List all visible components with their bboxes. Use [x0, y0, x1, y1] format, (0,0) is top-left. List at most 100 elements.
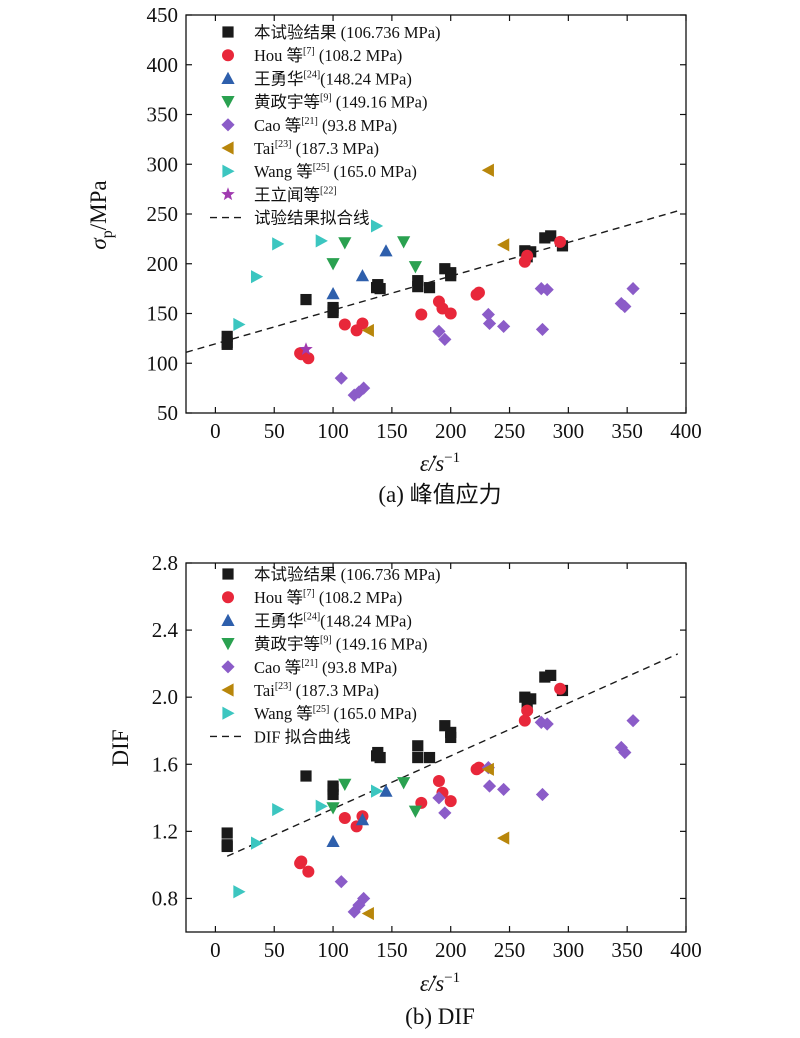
legend-label: 王勇华[24](148.24 MPa)	[254, 611, 412, 630]
data-point	[539, 671, 551, 683]
data-point	[361, 323, 374, 338]
data-point	[357, 891, 371, 906]
legend-marker	[221, 118, 235, 132]
data-point	[221, 336, 233, 348]
legend-label: Hou 等[7] (108.2 MPa)	[254, 46, 402, 65]
data-point	[295, 855, 308, 868]
data-point	[408, 805, 423, 818]
data-point	[626, 282, 640, 296]
legend-label: 黄政宇等[9] (149.16 MPa)	[254, 93, 427, 112]
fit-line	[185, 210, 678, 353]
data-point	[618, 745, 632, 760]
data-point	[412, 751, 424, 764]
legend-label: 本试验结果 (106.736 MPa)	[254, 565, 441, 584]
data-point	[300, 770, 312, 782]
data-point	[327, 301, 339, 314]
legend-label: Wang 等[25] (165.0 MPa)	[254, 704, 417, 723]
data-point	[481, 762, 494, 776]
data-point	[626, 714, 640, 728]
data-point	[439, 720, 451, 732]
y-axis-label: σp/MPa	[86, 180, 116, 249]
y-tick-label: 2.4	[152, 618, 179, 642]
data-point	[423, 751, 436, 764]
data-point	[326, 802, 340, 815]
data-point	[327, 780, 339, 792]
figure-caption: (a) 峰值应力	[378, 482, 501, 507]
data-point	[554, 682, 567, 695]
x-tick-label: 0	[210, 938, 221, 962]
data-point	[315, 234, 328, 248]
x-tick-label: 50	[264, 419, 285, 443]
data-point	[423, 282, 436, 294]
data-point	[250, 270, 264, 284]
legend-label: Cao 等[21] (93.8 MPa)	[254, 116, 397, 135]
x-tick-label: 400	[670, 938, 702, 962]
legend-label: 王立闻等[22]	[254, 185, 337, 204]
data-point	[519, 691, 531, 703]
data-point	[472, 286, 485, 299]
x-tick-label: 350	[611, 938, 643, 962]
data-point	[397, 777, 411, 790]
data-point	[539, 232, 551, 244]
legend-marker	[221, 683, 234, 697]
data-point	[355, 813, 370, 826]
x-tick-label: 250	[494, 938, 526, 962]
data-point	[412, 281, 424, 293]
data-point	[374, 751, 386, 764]
legend-marker	[221, 187, 235, 201]
data-point	[432, 791, 446, 805]
y-tick-label: 200	[147, 252, 179, 276]
data-point	[338, 811, 351, 824]
y-tick-label: 100	[147, 351, 179, 375]
data-point	[481, 163, 494, 177]
x-tick-label: 300	[553, 419, 585, 443]
data-point	[432, 324, 446, 339]
data-point	[432, 775, 445, 788]
data-point	[415, 308, 428, 321]
data-point	[221, 330, 233, 342]
x-tick-label: 200	[435, 938, 467, 962]
data-point	[482, 779, 497, 793]
legend-marker	[222, 26, 234, 38]
x-tick-label: 400	[670, 419, 702, 443]
data-point	[272, 237, 285, 251]
data-point	[438, 806, 452, 820]
data-point	[534, 715, 548, 729]
y-tick-label: 150	[147, 302, 179, 326]
legend-marker	[222, 706, 235, 720]
data-point	[338, 318, 351, 331]
data-point	[221, 839, 233, 851]
y-tick-label: 250	[147, 202, 179, 226]
x-tick-label: 100	[317, 938, 349, 962]
x-tick-label: 150	[376, 938, 408, 962]
x-tick-label: 100	[317, 419, 349, 443]
x-tick-label: 200	[435, 419, 467, 443]
legend-label: 王勇华[24](148.24 MPa)	[254, 69, 412, 88]
y-tick-label: 350	[147, 103, 179, 127]
data-point	[497, 782, 511, 797]
data-point	[370, 784, 384, 798]
data-point	[338, 778, 352, 791]
data-point	[272, 802, 285, 817]
y-tick-label: 0.8	[152, 886, 178, 910]
data-point	[472, 761, 485, 774]
legend-label: 黄政宇等[9] (149.16 MPa)	[254, 635, 427, 654]
data-point	[439, 263, 451, 275]
data-point	[554, 235, 567, 248]
y-tick-label: 2.0	[152, 685, 178, 709]
data-point	[545, 669, 557, 681]
legend-label: Hou 等[7] (108.2 MPa)	[254, 588, 402, 607]
legend-label: Tai[23] (187.3 MPa)	[254, 681, 379, 700]
data-point	[352, 898, 366, 912]
data-point	[525, 693, 537, 705]
legend-label: 本试验结果 (106.736 MPa)	[254, 23, 441, 42]
data-point	[540, 717, 554, 731]
legend-label: Tai[23] (187.3 MPa)	[254, 139, 379, 158]
data-point	[326, 287, 340, 300]
data-point	[412, 275, 424, 287]
plot-frame	[185, 562, 687, 933]
legend-marker	[221, 141, 234, 155]
x-tick-label: 50	[264, 938, 285, 962]
legend-label: 试验结果拟合线	[254, 209, 370, 228]
legend-marker	[221, 638, 235, 651]
